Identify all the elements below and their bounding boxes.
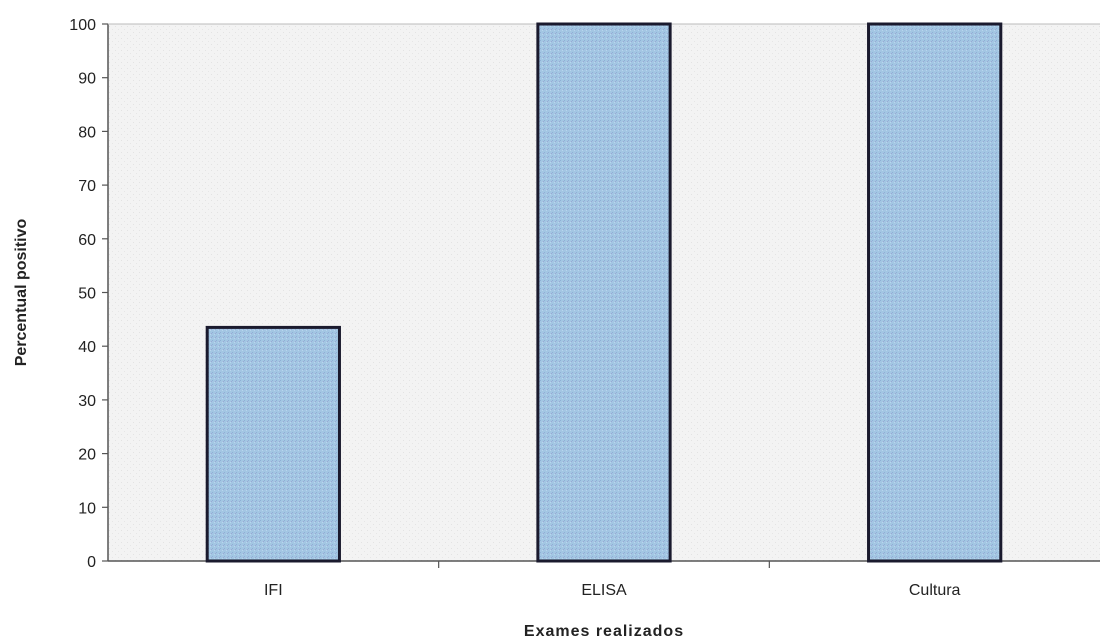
bar-elisa: [536, 22, 672, 563]
x-axis-title: Exames realizados: [524, 623, 684, 638]
y-axis-title: Percentual positivo: [13, 218, 30, 366]
x-tick-label: IFI: [264, 582, 283, 599]
y-tick-label: 60: [78, 232, 96, 249]
y-tick-label: 40: [78, 339, 96, 356]
y-tick-label: 50: [78, 286, 96, 303]
y-tick-label: 20: [78, 447, 96, 464]
bar-cultura: [867, 22, 1003, 563]
y-tick-label: 90: [78, 71, 96, 88]
y-tick-label: 10: [78, 500, 96, 517]
y-tick-label: 80: [78, 124, 96, 141]
x-tick-label: ELISA: [581, 582, 627, 599]
x-tick-label: Cultura: [909, 582, 961, 599]
x-axis: IFI ELISA Cultura: [108, 560, 1100, 599]
bar-ifi: [205, 325, 341, 563]
bars: [205, 22, 1003, 563]
y-tick-label: 70: [78, 178, 96, 195]
y-tick-label: 0: [87, 554, 96, 571]
y-tick-label: 30: [78, 393, 96, 410]
y-tick-label: 100: [69, 17, 96, 34]
